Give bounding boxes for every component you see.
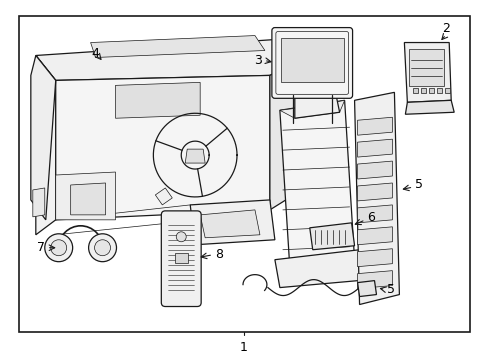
Bar bbox=[408, 49, 443, 86]
Text: 7: 7 bbox=[37, 241, 45, 254]
Polygon shape bbox=[90, 36, 264, 58]
Polygon shape bbox=[357, 183, 392, 201]
Polygon shape bbox=[404, 42, 450, 102]
Polygon shape bbox=[115, 82, 200, 118]
Bar bbox=[444, 88, 449, 93]
Polygon shape bbox=[279, 100, 344, 118]
Circle shape bbox=[94, 240, 110, 256]
Polygon shape bbox=[56, 75, 269, 220]
Polygon shape bbox=[354, 92, 399, 305]
Bar bbox=[436, 88, 441, 93]
Bar bbox=[19, 15, 469, 332]
Circle shape bbox=[88, 234, 116, 262]
Circle shape bbox=[51, 240, 66, 256]
Polygon shape bbox=[71, 183, 105, 215]
Polygon shape bbox=[31, 55, 56, 220]
Polygon shape bbox=[294, 88, 339, 118]
Polygon shape bbox=[269, 55, 309, 210]
Polygon shape bbox=[357, 161, 392, 179]
Text: 5: 5 bbox=[414, 179, 423, 192]
Polygon shape bbox=[33, 188, 45, 217]
Text: 8: 8 bbox=[215, 248, 223, 261]
Text: 2: 2 bbox=[441, 22, 449, 35]
Polygon shape bbox=[274, 250, 369, 288]
Polygon shape bbox=[279, 100, 354, 268]
Circle shape bbox=[176, 232, 186, 242]
Polygon shape bbox=[309, 223, 354, 250]
Bar bbox=[175, 253, 188, 263]
Polygon shape bbox=[357, 280, 376, 297]
FancyBboxPatch shape bbox=[271, 28, 352, 98]
Bar bbox=[421, 88, 426, 93]
Text: 1: 1 bbox=[240, 341, 247, 354]
Bar bbox=[428, 88, 433, 93]
Polygon shape bbox=[357, 249, 392, 267]
Polygon shape bbox=[56, 172, 115, 220]
Text: 6: 6 bbox=[367, 211, 375, 224]
Polygon shape bbox=[36, 55, 56, 235]
Polygon shape bbox=[357, 205, 392, 223]
Polygon shape bbox=[185, 149, 205, 163]
Bar bbox=[412, 88, 417, 93]
Polygon shape bbox=[357, 117, 392, 135]
Polygon shape bbox=[357, 227, 392, 245]
Polygon shape bbox=[36, 39, 309, 80]
FancyBboxPatch shape bbox=[161, 211, 201, 306]
Polygon shape bbox=[200, 210, 260, 238]
Polygon shape bbox=[405, 100, 453, 114]
Circle shape bbox=[45, 234, 73, 262]
Polygon shape bbox=[155, 188, 172, 205]
Text: 3: 3 bbox=[254, 54, 262, 67]
Polygon shape bbox=[190, 200, 274, 245]
Bar bbox=[280, 37, 343, 82]
Polygon shape bbox=[357, 139, 392, 157]
Polygon shape bbox=[357, 271, 392, 289]
Text: 5: 5 bbox=[386, 283, 395, 296]
Text: 4: 4 bbox=[91, 47, 100, 60]
